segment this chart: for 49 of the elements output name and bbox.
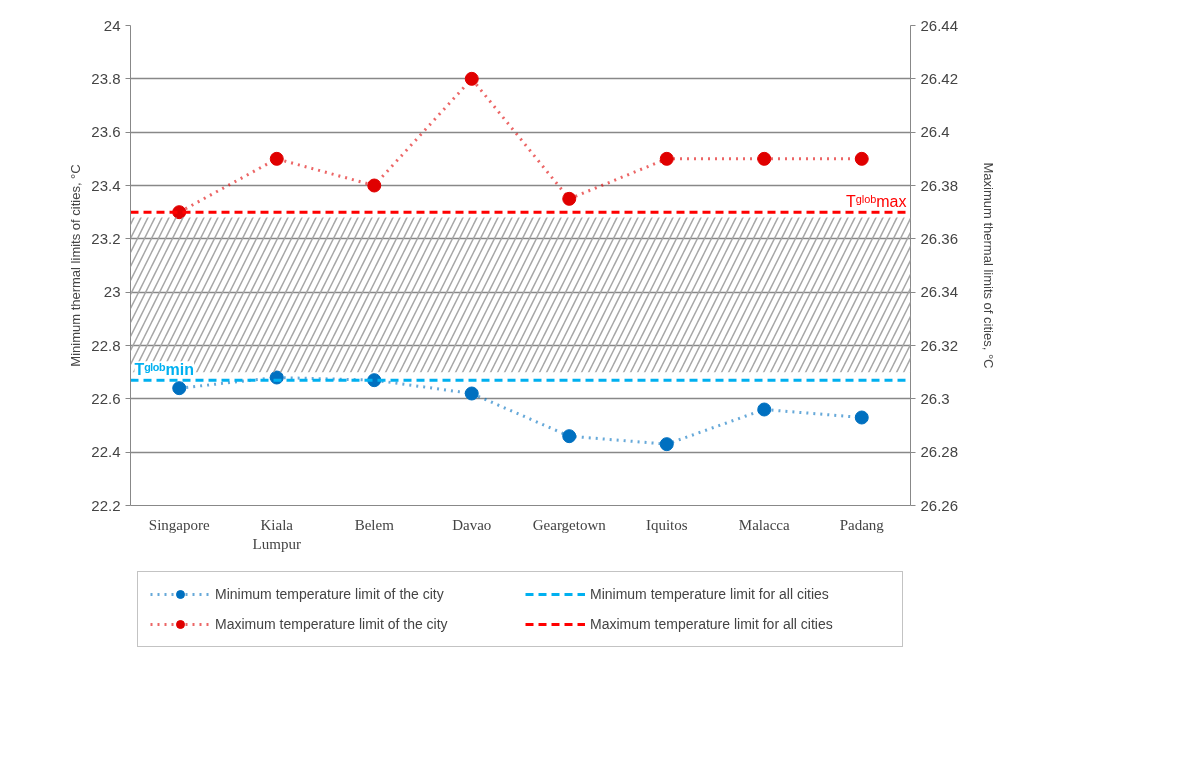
y2-tick-label: 26.44 <box>920 16 959 34</box>
point <box>172 381 187 396</box>
y2-tick-label: 26.26 <box>920 496 959 514</box>
legend-label: Minimum temperature limit for all cities <box>590 586 830 602</box>
point <box>854 410 869 425</box>
point <box>562 191 577 206</box>
point <box>659 437 674 452</box>
y2-tick-label: 26.34 <box>920 283 959 301</box>
y2-tick-label: 26.38 <box>920 176 959 194</box>
y-tick-label: 23 <box>103 283 121 301</box>
legend-label: Minimum temperature limit of the city <box>215 586 445 602</box>
point <box>562 429 577 444</box>
annotation: Tᵍˡᵒᵇmax <box>845 193 907 211</box>
y2-tick-label: 26.32 <box>920 336 959 354</box>
x-tick-label: Singapore <box>148 516 210 533</box>
point <box>367 178 382 193</box>
annotation: Tᵍˡᵒᵇmin <box>134 361 195 379</box>
y-axis-title: Minimum thermal limits of cities, °C <box>68 164 84 367</box>
y-tick-label: 22.8 <box>91 336 121 354</box>
x-tick-label: Padang <box>839 516 885 533</box>
y-tick-label: 22.2 <box>91 496 121 514</box>
x-tick-label: Belem <box>354 516 395 533</box>
x-tick-label: Malacca <box>738 516 790 533</box>
y-tick-label: 24 <box>103 16 121 34</box>
x-tick-label: Kiala Lumpur <box>252 516 301 552</box>
x-tick-label: Iquitos <box>645 516 688 533</box>
y2-axis-title: Maximum thermal limits of cities, °C <box>981 162 997 369</box>
y2-tick-label: 26.28 <box>920 443 959 461</box>
y2-tick-label: 26.4 <box>920 123 950 141</box>
y-tick-label: 22.4 <box>91 443 121 461</box>
y2-tick-label: 26.36 <box>920 229 959 247</box>
point <box>757 151 772 166</box>
y-tick-label: 23.2 <box>91 229 121 247</box>
point <box>854 151 869 166</box>
legend-label: Maximum temperature limit of the city <box>215 616 449 632</box>
point <box>464 71 479 86</box>
point <box>659 151 674 166</box>
y2-tick-label: 26.3 <box>920 389 950 407</box>
y-tick-label: 23.4 <box>91 176 121 194</box>
point <box>269 151 284 166</box>
y-tick-label: 23.6 <box>91 123 121 141</box>
y-tick-label: 22.6 <box>91 389 121 407</box>
x-tick-label: Geargetown <box>532 516 607 533</box>
point <box>464 386 479 401</box>
point <box>757 402 772 417</box>
legend-label: Maximum temperature limit for all cities <box>590 616 834 632</box>
y-tick-label: 23.8 <box>91 69 121 87</box>
y2-tick-label: 26.42 <box>920 69 959 87</box>
x-tick-label: Davao <box>452 516 492 533</box>
